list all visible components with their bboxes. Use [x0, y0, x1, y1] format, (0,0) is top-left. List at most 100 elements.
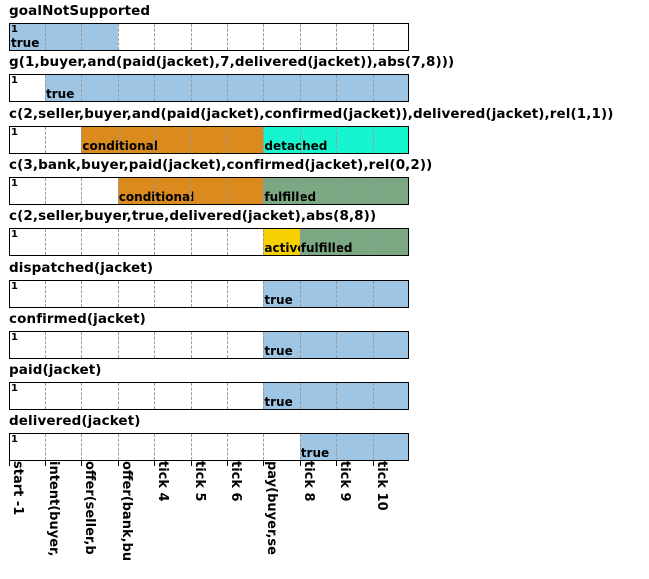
gridline — [154, 229, 156, 256]
gridline — [372, 280, 374, 307]
axis-tick-label: start -1 — [10, 461, 25, 516]
gridline — [117, 126, 119, 153]
gridline — [81, 24, 83, 50]
axis-tick — [9, 460, 10, 466]
gridline — [81, 383, 83, 410]
gridline — [299, 177, 301, 204]
gridline — [117, 177, 119, 204]
row-label: delivered(jacket) — [9, 413, 141, 430]
gridline — [227, 331, 228, 358]
gridline — [45, 280, 46, 307]
row-track: true 1 — [9, 330, 409, 359]
state-label: detached — [264, 138, 328, 153]
gridline — [263, 331, 265, 358]
axis-tick-label: tick 10 — [373, 461, 389, 511]
gridline — [190, 229, 192, 256]
gridline — [117, 331, 119, 358]
gridline — [372, 434, 374, 461]
row-label: c(3,bank,buyer,paid(jacket),confirmed(ja… — [9, 156, 433, 173]
gridline — [299, 280, 301, 307]
state-label: true — [264, 395, 293, 410]
gridline — [263, 177, 265, 204]
state-segment-active: active — [263, 229, 305, 256]
gridline — [190, 434, 192, 461]
gridline — [190, 126, 192, 153]
gridline — [263, 75, 265, 102]
state-label: active — [264, 241, 306, 256]
gridline — [81, 75, 83, 102]
gridline — [372, 229, 374, 256]
row-label: goalNotSupported — [9, 3, 151, 19]
gridline — [81, 434, 83, 461]
row-marker: 1 — [11, 434, 18, 446]
gridline — [81, 126, 83, 153]
row-marker: 1 — [11, 177, 18, 189]
gridline — [190, 331, 192, 358]
axis-tick — [336, 460, 338, 466]
state-segment-fulfilled: fulfilled — [299, 229, 408, 256]
gridline — [299, 331, 301, 358]
gridline — [299, 126, 301, 153]
gridline — [372, 383, 374, 410]
row-track: true 1 — [9, 279, 409, 308]
state-segment-fulfilled: fulfilled — [263, 177, 408, 204]
gridline — [372, 177, 374, 204]
gridline — [190, 280, 192, 307]
state-segment-true: true — [263, 280, 408, 307]
state-label: fulfilled — [300, 241, 353, 256]
gridline — [299, 383, 301, 410]
gridline — [45, 229, 46, 256]
gridline — [263, 383, 265, 410]
gridline — [45, 434, 46, 461]
axis-tick — [372, 460, 374, 466]
gridline — [154, 434, 156, 461]
gridline — [45, 383, 46, 410]
gridline — [263, 126, 265, 153]
gridline — [154, 331, 156, 358]
gridline — [336, 177, 338, 204]
gridline — [117, 75, 119, 102]
gridline — [336, 280, 338, 307]
gridline — [117, 434, 119, 461]
gridline — [227, 383, 228, 410]
gridline — [117, 383, 119, 410]
gridline — [372, 75, 374, 102]
axis-tick-label: tick 9 — [337, 461, 353, 502]
state-label: true — [264, 292, 293, 307]
axis-tick-label: tick 8 — [300, 461, 316, 502]
gridline — [263, 229, 265, 256]
row-marker: 1 — [11, 126, 18, 138]
axis-tick — [81, 460, 83, 466]
gridline — [154, 280, 156, 307]
state-label: conditional — [82, 138, 158, 153]
gridline — [336, 229, 338, 256]
gridline — [336, 24, 338, 50]
gridline — [154, 24, 156, 50]
axis-tick-label: offer(seller,b — [82, 461, 98, 555]
gridline — [227, 280, 228, 307]
axis-tick — [227, 460, 228, 466]
gridline — [372, 24, 374, 50]
row-label: confirmed(jacket) — [9, 310, 146, 327]
state-label: true — [46, 87, 75, 102]
row-label: c(2,seller,buyer,true,delivered(jacket),… — [9, 208, 377, 225]
gridline — [190, 24, 192, 50]
row-marker: 1 — [11, 383, 18, 395]
gridline — [117, 24, 119, 50]
row-label: g(1,buyer,and(paid(jacket),7,delivered(j… — [9, 54, 455, 71]
axis-tick — [154, 460, 156, 466]
gridline — [154, 177, 156, 204]
gridline — [227, 126, 228, 153]
row-track: conditional fulfilled 1 — [9, 176, 409, 205]
row-marker: 1 — [11, 75, 18, 87]
axis-tick-label: pay(buyer,se — [264, 461, 280, 555]
axis-tick-label: tick 5 — [191, 461, 207, 502]
gridline — [227, 177, 228, 204]
gridline — [263, 24, 265, 50]
gridline — [154, 75, 156, 102]
gridline — [117, 280, 119, 307]
gridline — [299, 24, 301, 50]
gridline — [227, 75, 228, 102]
state-segment-true: true — [299, 434, 408, 461]
